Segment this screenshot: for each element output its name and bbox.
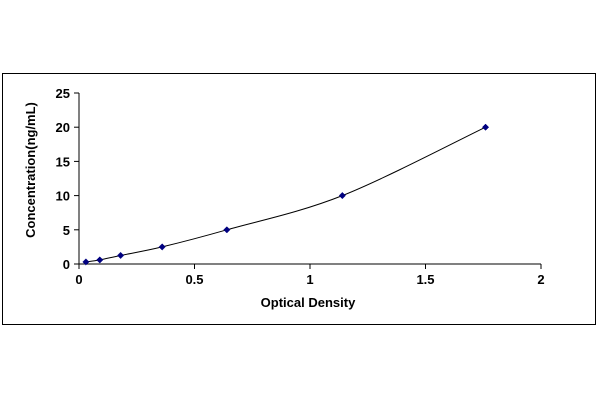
y-tick-label: 15 bbox=[56, 154, 70, 169]
data-point bbox=[158, 243, 166, 251]
data-point bbox=[117, 251, 125, 260]
series-points bbox=[82, 123, 490, 266]
chart-frame: 0 0.5 1 1.5 2 0 5 10 15 20 25 Optical Density Con… bbox=[2, 73, 596, 325]
x-tick-label: 2 bbox=[537, 272, 544, 287]
x-tick-label: 0 bbox=[75, 272, 82, 287]
x-tick-label: 1.5 bbox=[416, 272, 434, 287]
x-tick-label: 1 bbox=[306, 272, 313, 287]
data-point bbox=[223, 226, 231, 234]
y-tick-label: 20 bbox=[56, 120, 70, 135]
data-point bbox=[82, 258, 90, 266]
y-ticks: 0 5 10 15 20 25 bbox=[56, 86, 79, 272]
series-trendline bbox=[85, 126, 486, 263]
axes bbox=[78, 93, 541, 265]
x-axis-title: Optical Density bbox=[261, 295, 356, 310]
chart-plot: 0 0.5 1 1.5 2 0 5 10 15 20 25 Optical Density Con… bbox=[23, 86, 545, 310]
x-ticks: 0 0.5 1 1.5 2 bbox=[75, 264, 545, 287]
y-tick-label: 5 bbox=[63, 223, 70, 238]
y-tick-label: 0 bbox=[63, 257, 70, 272]
y-axis-title: Concentration(ng/mL) bbox=[23, 102, 38, 238]
data-point bbox=[96, 256, 104, 264]
y-tick-label: 10 bbox=[56, 189, 70, 204]
y-tick-label: 25 bbox=[56, 86, 70, 101]
data-point bbox=[482, 123, 490, 131]
data-point bbox=[338, 192, 346, 200]
x-tick-label: 0.5 bbox=[185, 272, 203, 287]
